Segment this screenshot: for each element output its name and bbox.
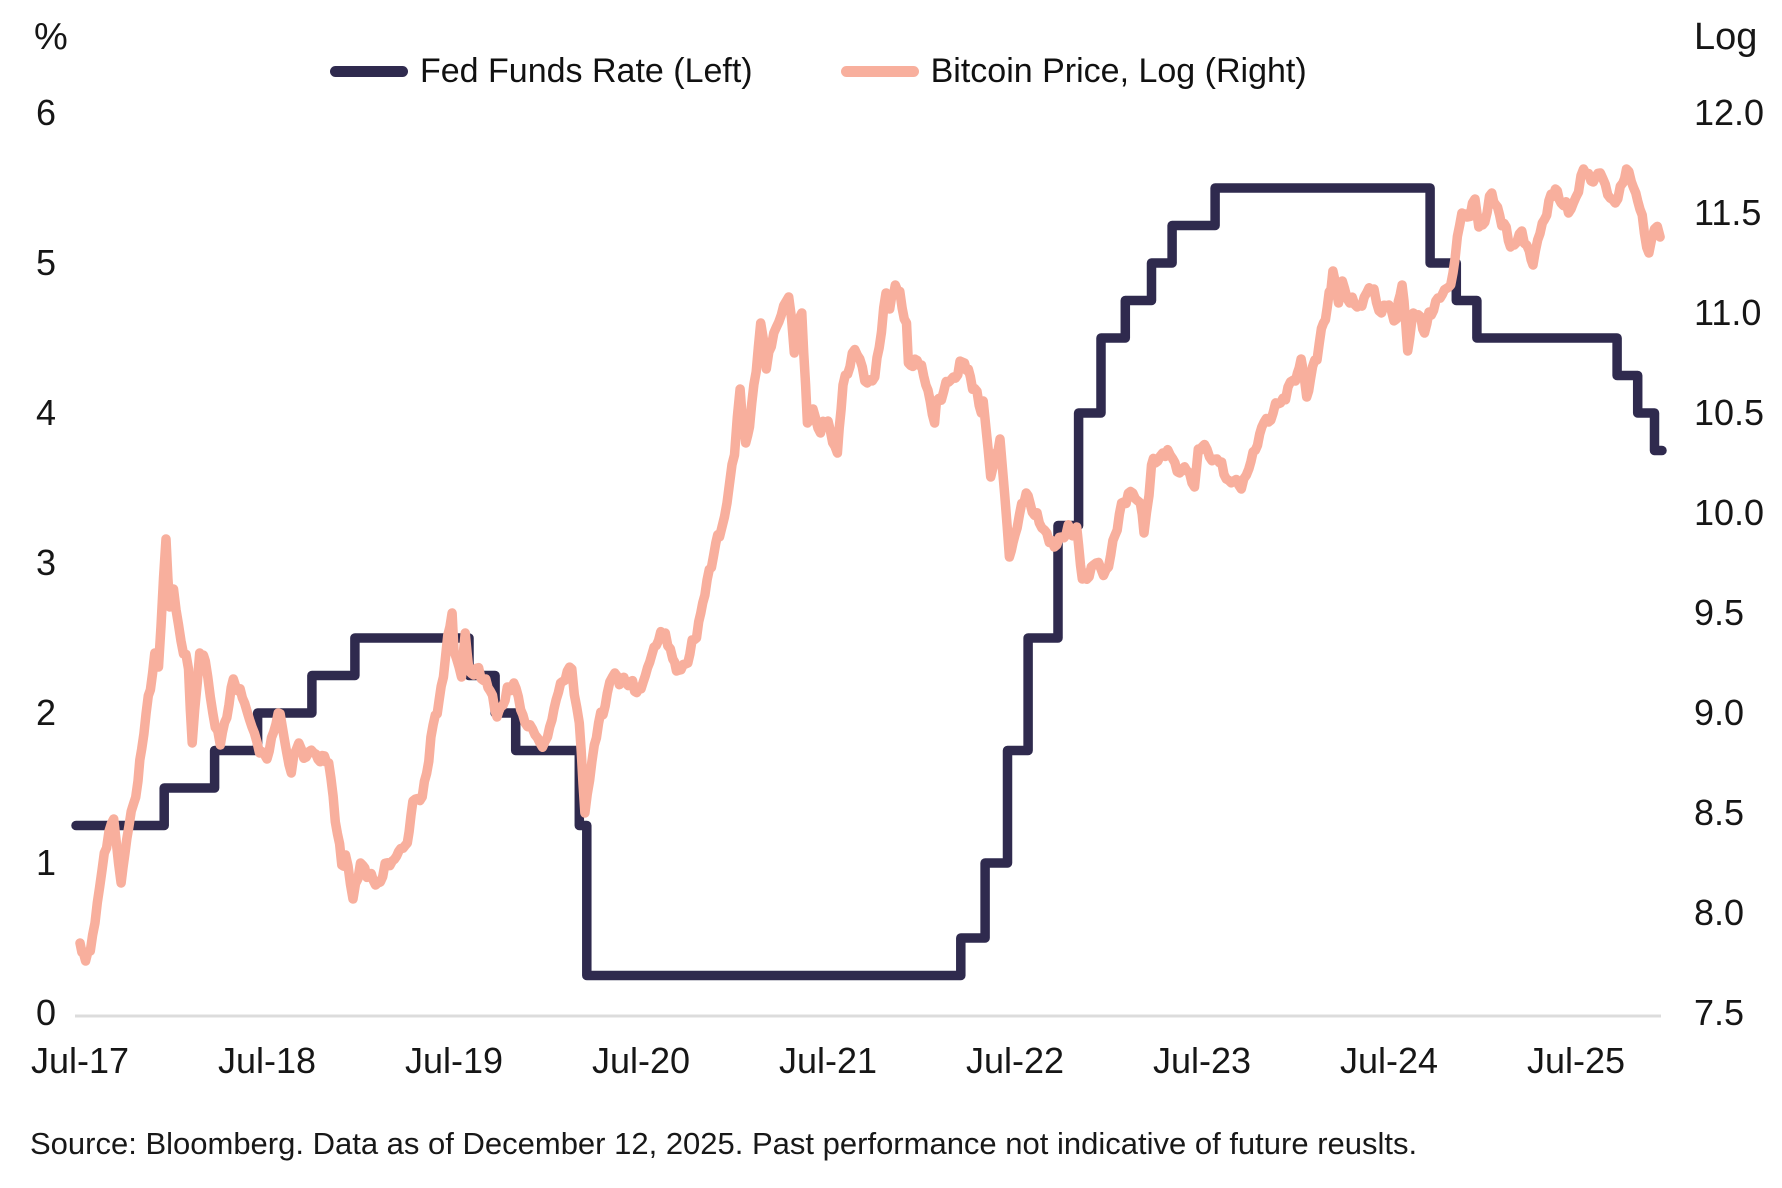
bitcoin-price-line [75, 164, 1665, 966]
x-tick-label: Jul-24 [1339, 1040, 1439, 1081]
x-tick-label: Jul-23 [1152, 1040, 1252, 1081]
x-tick-label: Jul-18 [217, 1040, 317, 1081]
x-tick-label: Jul-21 [778, 1040, 878, 1081]
right-y-tick-label: 8.0 [1694, 892, 1745, 933]
right-y-tick-label: 8.5 [1694, 792, 1745, 833]
right-y-tick-label: 11.0 [1694, 292, 1762, 333]
x-tick-label: Jul-25 [1526, 1040, 1626, 1081]
right-y-tick-label: 10.5 [1694, 392, 1765, 433]
right-y-tick-label: 7.5 [1694, 992, 1745, 1033]
legend-label-fed-funds: Fed Funds Rate (Left) [420, 52, 753, 90]
left-y-tick-label: 3 [35, 542, 57, 583]
x-tick-label: Jul-22 [965, 1040, 1065, 1081]
legend: Fed Funds Rate (Left) Bitcoin Price, Log… [330, 52, 1307, 91]
x-tick-label: Jul-20 [591, 1040, 691, 1081]
left-y-tick-label: 2 [35, 692, 57, 733]
bitcoin-line-swatch [840, 66, 919, 77]
right-y-tick-label: 12.0 [1694, 92, 1765, 133]
right-y-tick-label: 9.0 [1694, 692, 1745, 733]
fed-funds-rate-line [71, 183, 1667, 981]
right-y-tick-label: 9.5 [1694, 592, 1745, 633]
x-tick-label: Jul-19 [404, 1040, 504, 1081]
left-y-tick-label: 1 [35, 842, 57, 883]
left-y-tick-label: 4 [35, 392, 57, 433]
right-axis-unit-label: Log [1694, 16, 1758, 58]
fed-funds-line-swatch [330, 66, 408, 77]
left-axis-unit-label: % [34, 16, 68, 58]
left-y-tick-label: 6 [35, 92, 57, 133]
legend-item-bitcoin: Bitcoin Price, Log (Right) [840, 52, 1307, 91]
legend-item-fed-funds: Fed Funds Rate (Left) [330, 52, 753, 91]
legend-label-bitcoin: Bitcoin Price, Log (Right) [930, 52, 1307, 90]
left-y-tick-label: 0 [35, 992, 57, 1033]
right-y-tick-label: 11.5 [1694, 192, 1762, 233]
source-note: Source: Bloomberg. Data as of December 1… [30, 1126, 1418, 1161]
x-tick-label: Jul-17 [30, 1040, 130, 1081]
right-y-tick-label: 10.0 [1694, 492, 1765, 533]
left-y-tick-label: 5 [35, 242, 57, 283]
